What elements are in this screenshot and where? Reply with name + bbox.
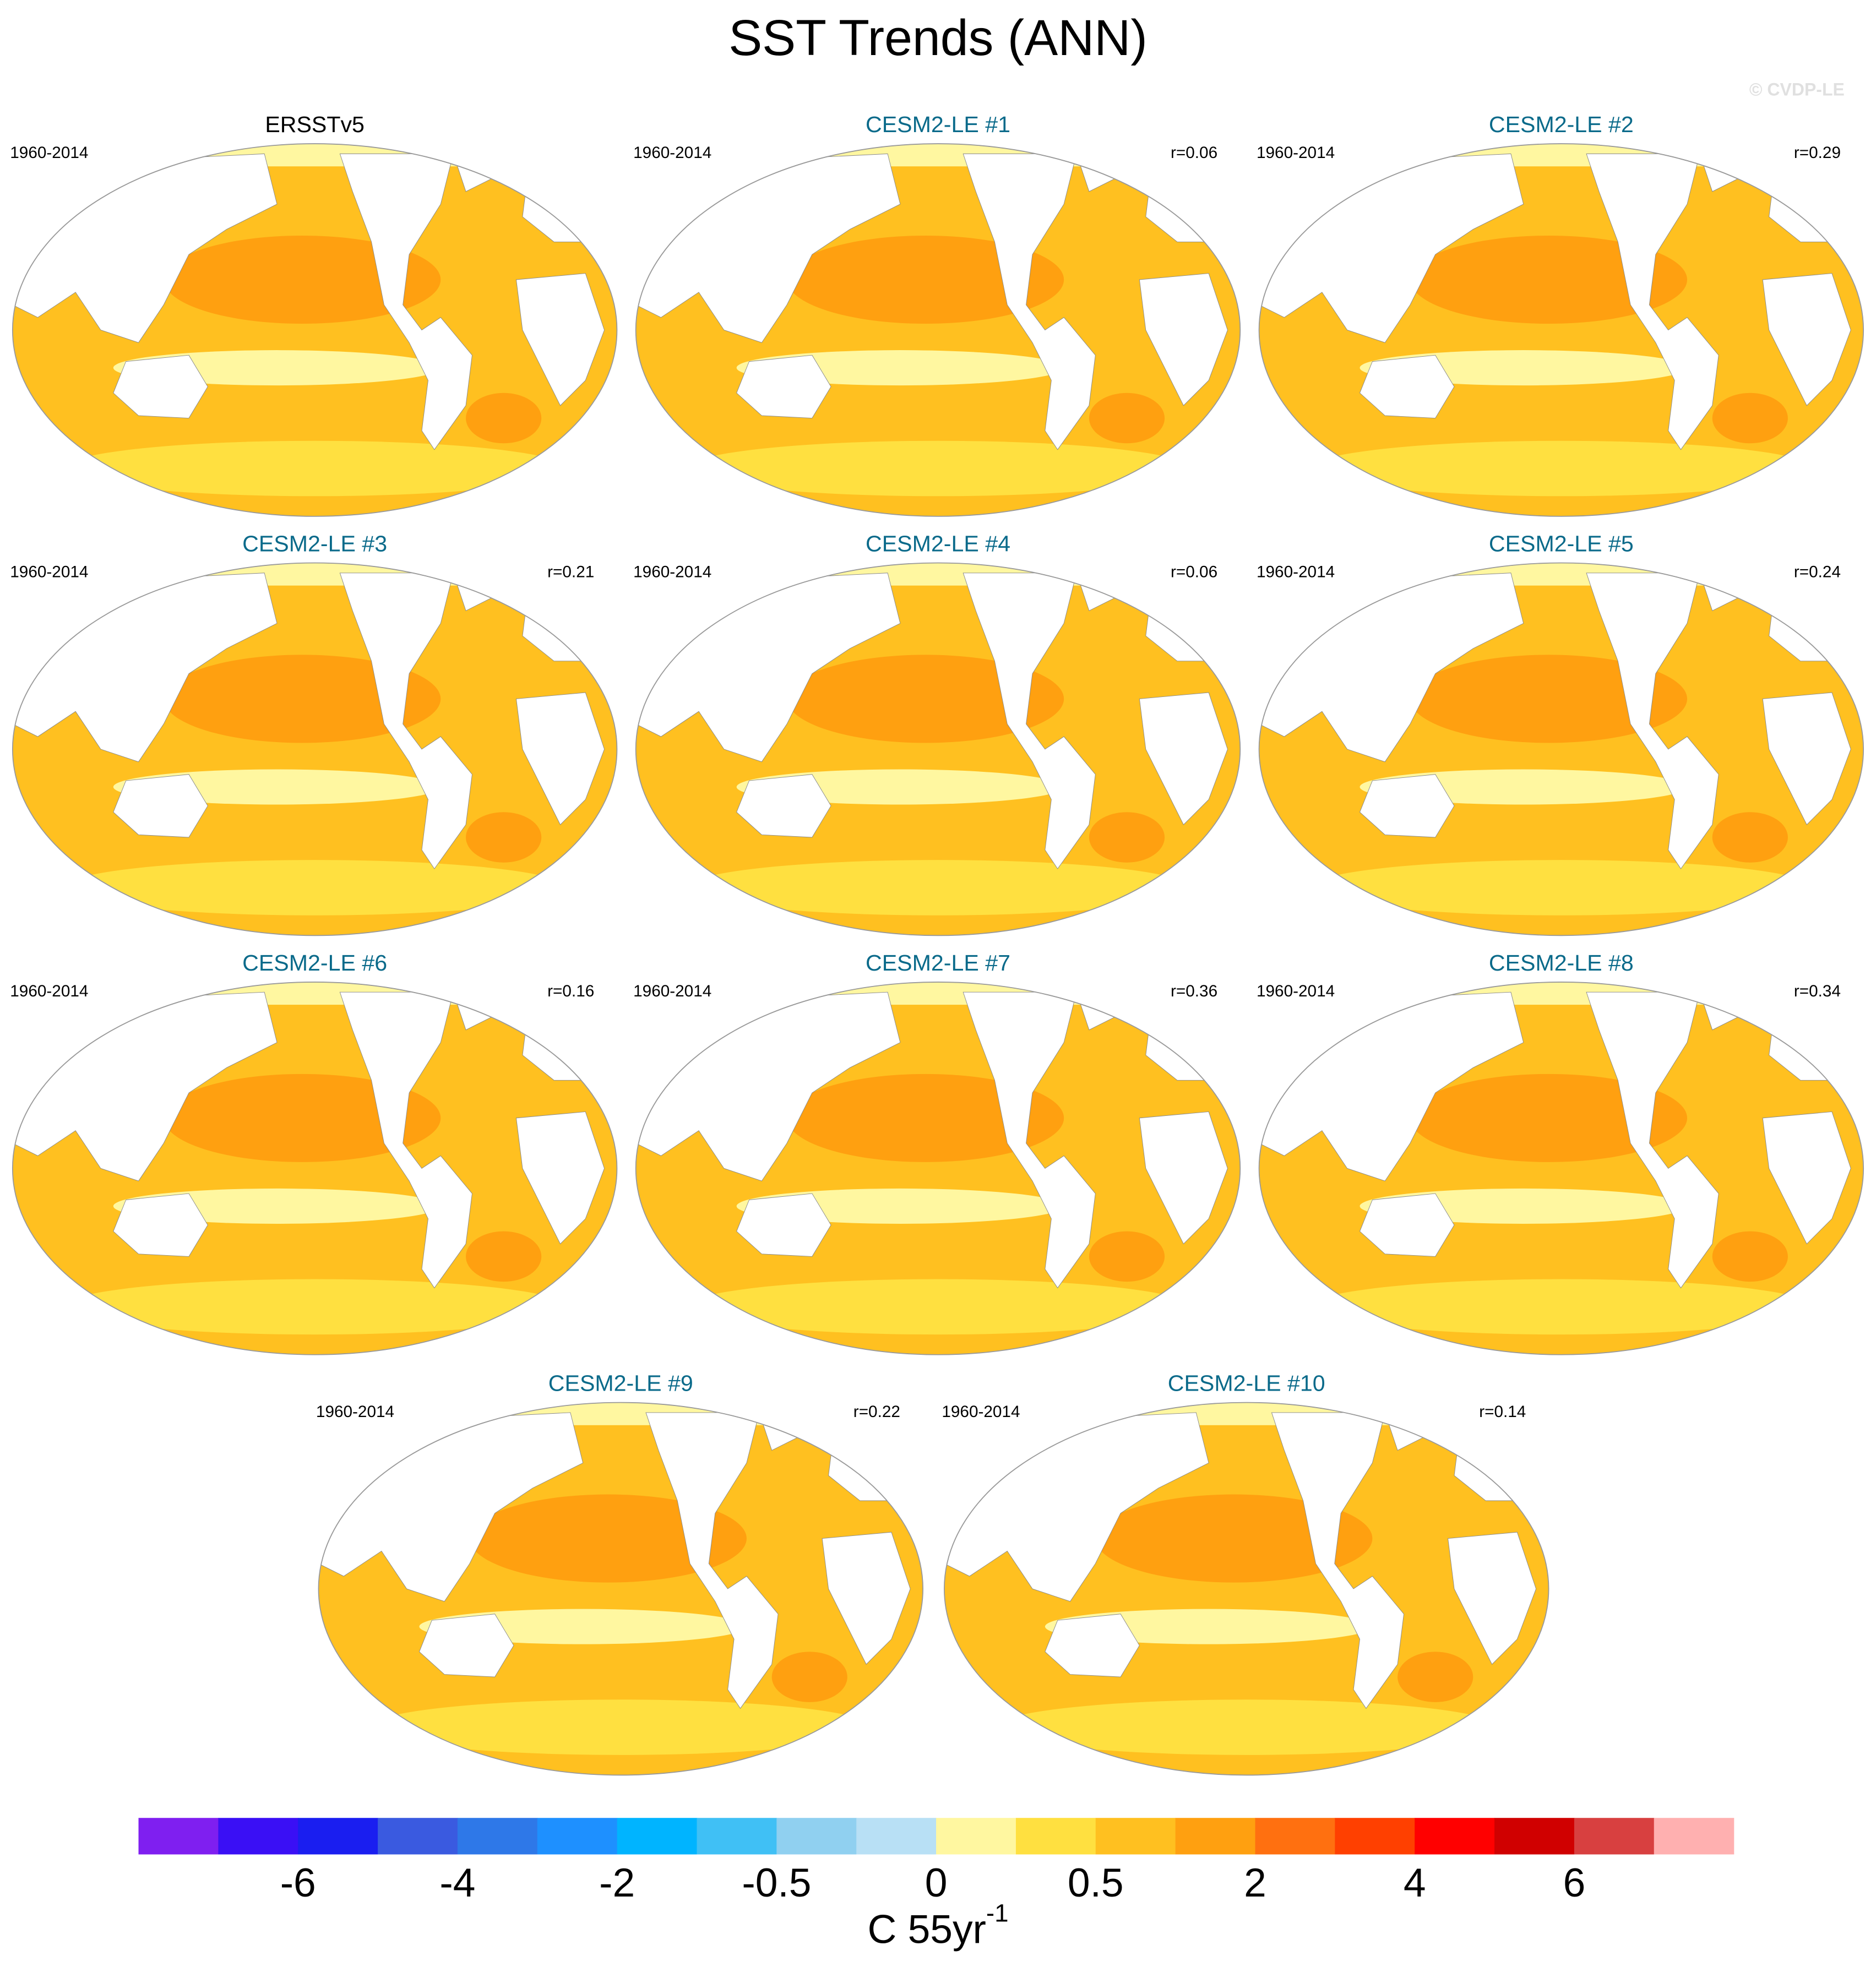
colorbar-box: [218, 1818, 298, 1855]
colorbar-box: [1095, 1818, 1176, 1855]
correlation-label: r=0.22: [853, 1403, 900, 1421]
period-label: 1960-2014: [942, 1403, 1020, 1421]
map-panel: CESM2-LE #6 1960-2014 r=0.16: [10, 950, 617, 1355]
map: [13, 144, 617, 516]
correlation-label: r=0.36: [1171, 982, 1217, 1000]
correlation-label: r=0.16: [547, 982, 594, 1000]
period-label: 1960-2014: [1257, 144, 1335, 162]
map: [1259, 563, 1864, 935]
colorbar-box: [936, 1818, 1016, 1855]
period-label: 1960-2014: [1257, 563, 1335, 581]
map-panel: CESM2-LE #3 1960-2014 r=0.21: [10, 531, 617, 935]
colorbar: -6 -4 -2 -0.5 0 0.5 2 4 6 C 55yr-1: [138, 1818, 1734, 1952]
colorbar-box: [697, 1818, 777, 1855]
colorbar-label: 4: [1404, 1860, 1426, 1905]
map: [13, 563, 617, 935]
map: [944, 1403, 1549, 1775]
panel-title: CESM2-LE #9: [548, 1371, 693, 1396]
correlation-label: r=0.29: [1794, 144, 1841, 162]
colorbar-label: 2: [1244, 1860, 1266, 1905]
correlation-label: r=0.34: [1794, 982, 1841, 1000]
panel-title: CESM2-LE #7: [866, 950, 1010, 976]
correlation-label: r=0.21: [547, 563, 594, 581]
colorbar-box: [1255, 1818, 1336, 1855]
correlation-label: r=0.06: [1171, 563, 1217, 581]
colorbar-box: [537, 1818, 618, 1855]
panel-title: CESM2-LE #1: [866, 112, 1010, 137]
map-panel: ERSSTv5 1960-2014: [10, 112, 617, 516]
panel-title: ERSSTv5: [265, 112, 365, 137]
map-panel: CESM2-LE #9 1960-2014 r=0.22: [316, 1371, 923, 1775]
colorbar-box: [1175, 1818, 1256, 1855]
watermark: © CVDP-LE: [1749, 79, 1845, 99]
map-panel: CESM2-LE #5 1960-2014 r=0.24: [1257, 531, 1863, 935]
colorbar-label: 6: [1563, 1860, 1586, 1905]
map-panel: CESM2-LE #1 1960-2014 r=0.06: [633, 112, 1240, 516]
colorbar-box: [298, 1818, 378, 1855]
period-label: 1960-2014: [633, 982, 711, 1000]
map: [636, 144, 1241, 516]
correlation-label: r=0.06: [1171, 144, 1217, 162]
map: [13, 982, 617, 1355]
colorbar-box: [1015, 1818, 1096, 1855]
panel-title: CESM2-LE #10: [1168, 1371, 1325, 1396]
period-label: 1960-2014: [10, 982, 88, 1000]
map: [319, 1403, 923, 1775]
colorbar-box: [1574, 1818, 1655, 1855]
map-panel: CESM2-LE #7 1960-2014 r=0.36: [633, 950, 1240, 1355]
map: [1259, 982, 1864, 1355]
period-label: 1960-2014: [1257, 982, 1335, 1000]
unit-superscript: -1: [986, 1899, 1009, 1927]
colorbar-box: [776, 1818, 857, 1855]
period-label: 1960-2014: [316, 1403, 394, 1421]
colorbar-box: [457, 1818, 538, 1855]
colorbar-box: [1415, 1818, 1495, 1855]
colorbar-box: [1335, 1818, 1415, 1855]
colorbar-box: [378, 1818, 458, 1855]
colorbar-box: [1654, 1818, 1734, 1855]
period-label: 1960-2014: [633, 563, 711, 581]
map-panel: CESM2-LE #4 1960-2014 r=0.06: [633, 531, 1240, 935]
colorbar-label: -0.5: [742, 1860, 811, 1905]
map-panel: CESM2-LE #8 1960-2014 r=0.34: [1257, 950, 1863, 1355]
map: [636, 982, 1241, 1355]
unit-text: C 55yr: [867, 1907, 986, 1952]
colorbar-box: [856, 1818, 937, 1855]
correlation-label: r=0.14: [1479, 1403, 1526, 1421]
period-label: 1960-2014: [10, 144, 88, 162]
map: [1259, 144, 1864, 516]
correlation-label: r=0.24: [1794, 563, 1841, 581]
period-label: 1960-2014: [633, 144, 711, 162]
map-panel: CESM2-LE #2 1960-2014 r=0.29: [1257, 112, 1863, 516]
map: [636, 563, 1241, 935]
panel-title: CESM2-LE #3: [242, 531, 387, 556]
period-label: 1960-2014: [10, 563, 88, 581]
colorbar-label: -4: [439, 1860, 475, 1905]
panel-title: CESM2-LE #4: [866, 531, 1010, 556]
colorbar-label: 0: [925, 1860, 948, 1905]
panel-title: CESM2-LE #8: [1489, 950, 1634, 976]
colorbar-box: [1494, 1818, 1575, 1855]
panel-title: CESM2-LE #2: [1489, 112, 1634, 137]
map-panel: CESM2-LE #10 1960-2014 r=0.14: [942, 1371, 1548, 1775]
colorbar-label: -2: [599, 1860, 635, 1905]
colorbar-box: [138, 1818, 219, 1855]
panel-title: CESM2-LE #6: [242, 950, 387, 976]
colorbar-box: [617, 1818, 698, 1855]
figure-title: SST Trends (ANN): [728, 10, 1148, 66]
colorbar-unit: C 55yr-1: [867, 1899, 1008, 1952]
colorbar-label: -6: [280, 1860, 316, 1905]
panel-title: CESM2-LE #5: [1489, 531, 1634, 556]
colorbar-label: 0.5: [1068, 1860, 1124, 1905]
